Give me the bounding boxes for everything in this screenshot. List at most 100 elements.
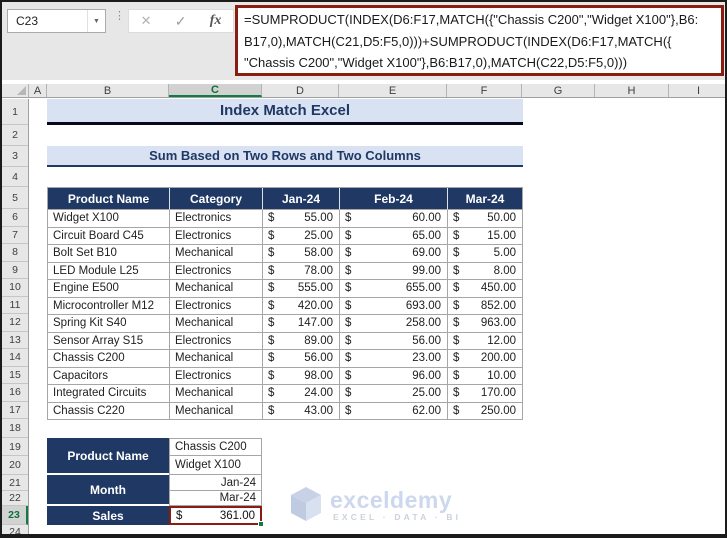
- lookup-product-value-2[interactable]: Widget X100: [169, 456, 262, 475]
- select-all-corner[interactable]: [2, 84, 29, 97]
- column-header-I[interactable]: I: [669, 84, 725, 97]
- cancel-icon[interactable]: ✕: [140, 13, 152, 28]
- cell-amount[interactable]: $55.00: [263, 210, 340, 228]
- row-header-20[interactable]: 20: [2, 456, 28, 475]
- cell-amount[interactable]: $420.00: [263, 297, 340, 315]
- cell-amount[interactable]: $693.00: [340, 297, 448, 315]
- lookup-month-label[interactable]: Month: [47, 475, 169, 506]
- cell-amount[interactable]: $56.00: [263, 350, 340, 368]
- cell-product-name[interactable]: Circuit Board C45: [48, 227, 170, 245]
- row-header-2[interactable]: 2: [2, 125, 28, 146]
- row-header-15[interactable]: 15: [2, 367, 28, 384]
- cell-product-name[interactable]: Chassis C200: [48, 350, 170, 368]
- cell-amount[interactable]: $8.00: [448, 262, 523, 280]
- cell-category[interactable]: Mechanical: [170, 315, 263, 333]
- active-cell-sales-value[interactable]: $ 361.00: [169, 506, 264, 527]
- fill-handle[interactable]: [258, 521, 264, 527]
- cell-product-name[interactable]: Sensor Array S15: [48, 332, 170, 350]
- cell-amount[interactable]: $60.00: [340, 210, 448, 228]
- cell-amount[interactable]: $15.00: [448, 227, 523, 245]
- row-header-6[interactable]: 6: [2, 209, 28, 227]
- column-header-H[interactable]: H: [595, 84, 669, 97]
- cell-category[interactable]: Mechanical: [170, 402, 263, 420]
- cell-amount[interactable]: $147.00: [263, 315, 340, 333]
- cell-product-name[interactable]: Engine E500: [48, 280, 170, 298]
- lookup-sales-label[interactable]: Sales: [47, 506, 169, 525]
- cell-category[interactable]: Mechanical: [170, 245, 263, 263]
- cell-amount[interactable]: $200.00: [448, 350, 523, 368]
- column-header-D[interactable]: D: [262, 84, 339, 97]
- table-header-mar-24[interactable]: Mar-24: [448, 188, 523, 210]
- cell-amount[interactable]: $23.00: [340, 350, 448, 368]
- cell-product-name[interactable]: Capacitors: [48, 367, 170, 385]
- row-header-14[interactable]: 14: [2, 349, 28, 367]
- row-header-24[interactable]: 24: [2, 525, 28, 535]
- cell-amount[interactable]: $963.00: [448, 315, 523, 333]
- cell-amount[interactable]: $58.00: [263, 245, 340, 263]
- cell-product-name[interactable]: Widget X100: [48, 210, 170, 228]
- cell-amount[interactable]: $655.00: [340, 280, 448, 298]
- insert-function-icon[interactable]: fx: [209, 13, 222, 28]
- cell-category[interactable]: Electronics: [170, 297, 263, 315]
- cell-amount[interactable]: $10.00: [448, 367, 523, 385]
- row-header-4[interactable]: 4: [2, 167, 28, 187]
- cell-amount[interactable]: $5.00: [448, 245, 523, 263]
- enter-icon[interactable]: ✓: [174, 12, 187, 29]
- lookup-month-value-2[interactable]: Mar-24: [169, 491, 262, 506]
- formula-input[interactable]: =SUMPRODUCT(INDEX(D6:F17,MATCH({"Chassis…: [235, 5, 724, 76]
- row-header-19[interactable]: 19: [2, 438, 28, 456]
- table-header-feb-24[interactable]: Feb-24: [340, 188, 448, 210]
- row-header-13[interactable]: 13: [2, 332, 28, 349]
- cell-amount[interactable]: $65.00: [340, 227, 448, 245]
- lookup-product-label[interactable]: Product Name: [47, 438, 169, 475]
- cell-category[interactable]: Mechanical: [170, 350, 263, 368]
- table-header-product-name[interactable]: Product Name: [48, 188, 170, 210]
- cell-product-name[interactable]: Chassis C220: [48, 402, 170, 420]
- lookup-month-value-1[interactable]: Jan-24: [169, 475, 262, 491]
- cell-amount[interactable]: $852.00: [448, 297, 523, 315]
- column-header-A[interactable]: A: [29, 84, 47, 97]
- table-header-category[interactable]: Category: [170, 188, 263, 210]
- cell-amount[interactable]: $89.00: [263, 332, 340, 350]
- cell-amount[interactable]: $50.00: [448, 210, 523, 228]
- row-header-11[interactable]: 11: [2, 297, 28, 314]
- cell-category[interactable]: Mechanical: [170, 280, 263, 298]
- cell-category[interactable]: Electronics: [170, 262, 263, 280]
- cell-product-name[interactable]: Microcontroller M12: [48, 297, 170, 315]
- cell-product-name[interactable]: Integrated Circuits: [48, 385, 170, 403]
- cell-amount[interactable]: $25.00: [263, 227, 340, 245]
- column-header-B[interactable]: B: [47, 84, 169, 97]
- column-header-E[interactable]: E: [339, 84, 447, 97]
- cell-amount[interactable]: $62.00: [340, 402, 448, 420]
- cell-product-name[interactable]: Spring Kit S40: [48, 315, 170, 333]
- cell-amount[interactable]: $12.00: [448, 332, 523, 350]
- cell-amount[interactable]: $99.00: [340, 262, 448, 280]
- cell-category[interactable]: Electronics: [170, 367, 263, 385]
- column-header-F[interactable]: F: [447, 84, 522, 97]
- row-header-22[interactable]: 22: [2, 491, 28, 506]
- cell-title[interactable]: Index Match Excel: [47, 99, 523, 125]
- cell-category[interactable]: Electronics: [170, 227, 263, 245]
- cell-subtitle[interactable]: Sum Based on Two Rows and Two Columns: [47, 146, 523, 167]
- cell-product-name[interactable]: LED Module L25: [48, 262, 170, 280]
- cell-amount[interactable]: $170.00: [448, 385, 523, 403]
- cell-amount[interactable]: $98.00: [263, 367, 340, 385]
- column-header-G[interactable]: G: [522, 84, 595, 97]
- row-header-17[interactable]: 17: [2, 402, 28, 419]
- cell-category[interactable]: Electronics: [170, 210, 263, 228]
- row-header-23[interactable]: 23: [2, 506, 28, 525]
- lookup-product-value-1[interactable]: Chassis C200: [169, 438, 262, 456]
- row-header-3[interactable]: 3: [2, 146, 28, 167]
- cell-amount[interactable]: $24.00: [263, 385, 340, 403]
- row-header-5[interactable]: 5: [2, 187, 28, 209]
- row-header-1[interactable]: 1: [2, 99, 28, 125]
- row-header-21[interactable]: 21: [2, 475, 28, 491]
- row-header-10[interactable]: 10: [2, 279, 28, 297]
- row-header-18[interactable]: 18: [2, 419, 28, 438]
- name-box[interactable]: C23 ▼: [7, 9, 106, 33]
- cell-amount[interactable]: $96.00: [340, 367, 448, 385]
- table-header-jan-24[interactable]: Jan-24: [263, 188, 340, 210]
- cell-amount[interactable]: $25.00: [340, 385, 448, 403]
- chevron-down-icon[interactable]: ▼: [87, 10, 105, 32]
- cell-amount[interactable]: $250.00: [448, 402, 523, 420]
